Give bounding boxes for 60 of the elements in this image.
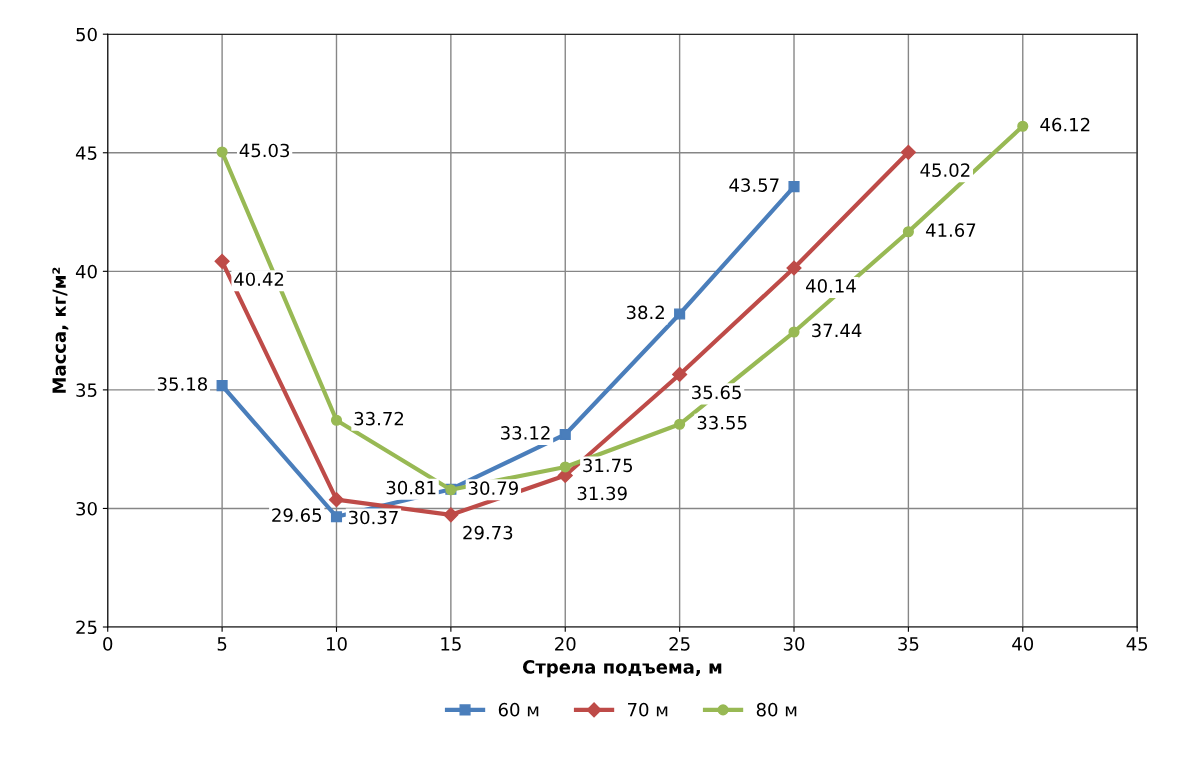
x-tick-label: 20 [555,637,576,651]
y-tick-label: 25 [76,620,97,635]
point [1017,120,1029,132]
x-tick-label: 35 [898,637,919,651]
data-label: 31.39 [577,486,627,501]
point [443,507,459,523]
data-label: 43.57 [729,178,779,192]
y-tick-label: 35 [76,383,97,397]
x-tick-label: 5 [217,637,227,651]
legend-label: 70 м [628,702,668,717]
x-tick-label: 30 [783,637,805,651]
data-label: 33.55 [697,415,747,430]
y-tick-label: 40 [75,264,97,279]
legend-label: 80 м [756,702,797,717]
data-label: 29.73 [463,525,513,540]
point [216,146,228,158]
data-label: 40.42 [234,272,284,287]
x-tick-label: 40 [1012,637,1034,651]
y-tick-label: 45 [75,146,97,160]
data-label: 41.67 [925,223,976,237]
data-label: 30.37 [348,510,398,525]
point [674,308,686,320]
legend-label: 60 м [498,702,539,717]
point [216,380,228,392]
point [214,253,230,269]
data-label: 35.65 [692,385,741,400]
data-label: 45.03 [239,143,290,158]
point [902,226,914,238]
point [674,418,686,430]
data-label: 30.81 [386,480,436,495]
y-tick-label: 50 [76,27,97,42]
x-tick-label: 10 [326,637,347,651]
point [786,260,802,276]
data-label: 37.44 [812,323,862,338]
point [900,144,916,160]
point [330,414,343,426]
x-axis-title: Стрела подъема, м [522,660,722,678]
point [330,511,343,523]
data-label: 33.12 [501,426,550,440]
data-label: 31.75 [583,458,633,473]
data-label: 30.79 [468,481,518,495]
point [328,492,345,508]
y-axis-title: Масса, кг/м² [52,267,69,393]
x-tick-label: 15 [441,637,461,651]
point [788,326,800,338]
point [559,428,571,441]
data-label: 33.72 [354,411,404,426]
data-label: 40.14 [806,279,856,293]
data-label: 35.18 [157,377,207,391]
point [788,181,800,193]
x-tick-label: 45 [1126,637,1148,651]
data-label: 29.65 [272,508,322,522]
data-label: 45.02 [920,163,970,177]
point [672,366,688,383]
x-tick-label: 25 [669,637,690,651]
point [559,461,571,473]
data-label: 46.12 [1040,117,1090,132]
data-label: 38.2 [626,305,664,320]
x-tick-label: 0 [103,637,113,651]
y-tick-label: 30 [76,501,97,516]
